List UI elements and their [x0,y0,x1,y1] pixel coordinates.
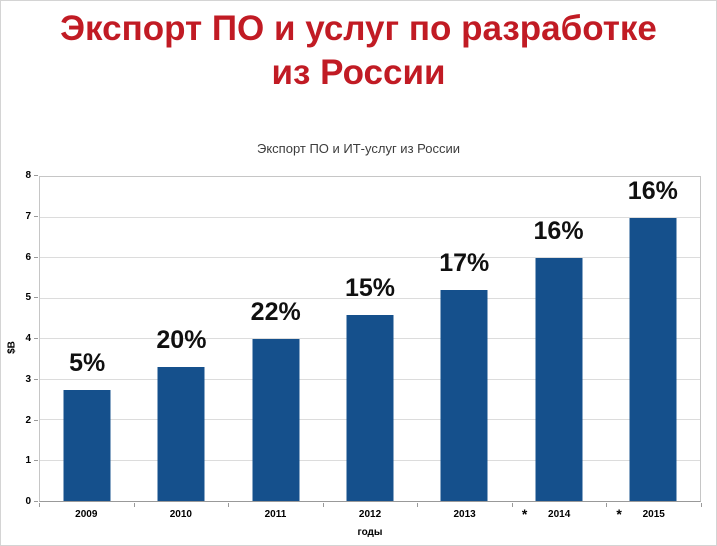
y-tick-3: 3 [25,373,31,385]
y-tick-4: 4 [25,333,31,344]
x-tick-2010: 2010 [169,509,192,520]
bar-value-label-2011: 22% [250,298,301,326]
x-axis-tickmark [39,503,40,507]
bar-column-2009: 5% [40,177,134,501]
y-tick-7: 7 [25,210,31,222]
page-title-line2: из России [271,53,446,92]
chart-title: Экспорт ПО и ИТ-услуг из России [257,141,460,156]
bar-value-label-2013: 17% [439,249,490,278]
x-tick-2015: 2015 [642,509,665,520]
bar-value-label-2010: 20% [156,326,207,355]
bar-column-2010: 20% [134,177,228,501]
gridline-6 [40,257,700,258]
gridline-5 [40,297,700,299]
x-tick-2014: 2014 [548,509,571,520]
x-axis-tickmark [133,503,135,507]
bar-2009 [63,389,111,501]
bar-column-2013: 17% [417,177,511,501]
y-tick-8: 8 [25,170,31,181]
y-tickmark-0 [34,501,38,502]
bar-2012 [346,314,394,501]
x-tick-2012: 2012 [358,509,382,520]
bar-column-2011: 22% [229,177,323,501]
y-axis-ticks: 0 1 2 3 4 5 6 7 8 [1,170,38,507]
bars: 5% 20% 22% 15% 17% 16% 16% [40,177,700,501]
bar-column-2015: 16% [606,177,700,501]
bar-2014 [535,258,583,501]
bar-2013 [440,290,488,501]
x-axis-tickmark [417,503,419,507]
bar-2010 [157,367,205,501]
y-tickmark-5 [34,297,38,299]
y-tick-1: 1 [25,455,31,467]
bar-value-label-2015: 16% [627,176,678,205]
x-tick-2013: 2013 [453,509,476,520]
y-tickmark-2 [34,419,38,421]
x-tick-2011: 2011 [264,509,287,520]
page-title: Экспорт ПО и услуг по разработке из Росс… [1,7,716,95]
y-tick-2: 2 [25,414,31,426]
x-axis-ticks: 2009 2010 2011 2012 2013 2014 2015 * * [39,503,702,523]
y-tick-0: 0 [25,496,31,507]
x-axis-tickmark [701,503,702,507]
y-tickmark-8 [34,175,38,176]
bar-value-label-2014: 16% [533,217,584,245]
x-axis-tickmark [606,503,608,507]
y-tickmark-3 [34,378,38,380]
y-tickmark-1 [34,460,38,462]
x-axis-tickmark [228,503,230,507]
plot-area: 5% 20% 22% 15% 17% 16% 16% [39,176,701,502]
footnote-asterisk-2: * [616,506,622,522]
gridline-7 [40,216,700,218]
page-title-line1: Экспорт ПО и услуг по разработке [60,9,657,48]
x-axis-tickmark [511,503,513,507]
x-axis-label: годы [357,527,383,538]
x-tick-2009: 2009 [75,509,98,520]
bar-value-label-2012: 15% [344,273,396,302]
y-tickmark-4 [34,338,38,339]
bar-column-2014: 16% [511,177,605,501]
bar-value-label-2009: 5% [69,348,106,377]
y-tickmark-7 [34,215,38,217]
bar-2015 [629,217,677,501]
bar-2011 [252,339,300,501]
y-tick-5: 5 [25,292,31,304]
footnote-asterisk-1: * [521,506,528,522]
bar-column-2012: 15% [323,177,417,501]
y-tick-6: 6 [25,251,31,263]
y-tickmark-6 [34,256,38,258]
x-axis-tickmark [322,503,324,507]
